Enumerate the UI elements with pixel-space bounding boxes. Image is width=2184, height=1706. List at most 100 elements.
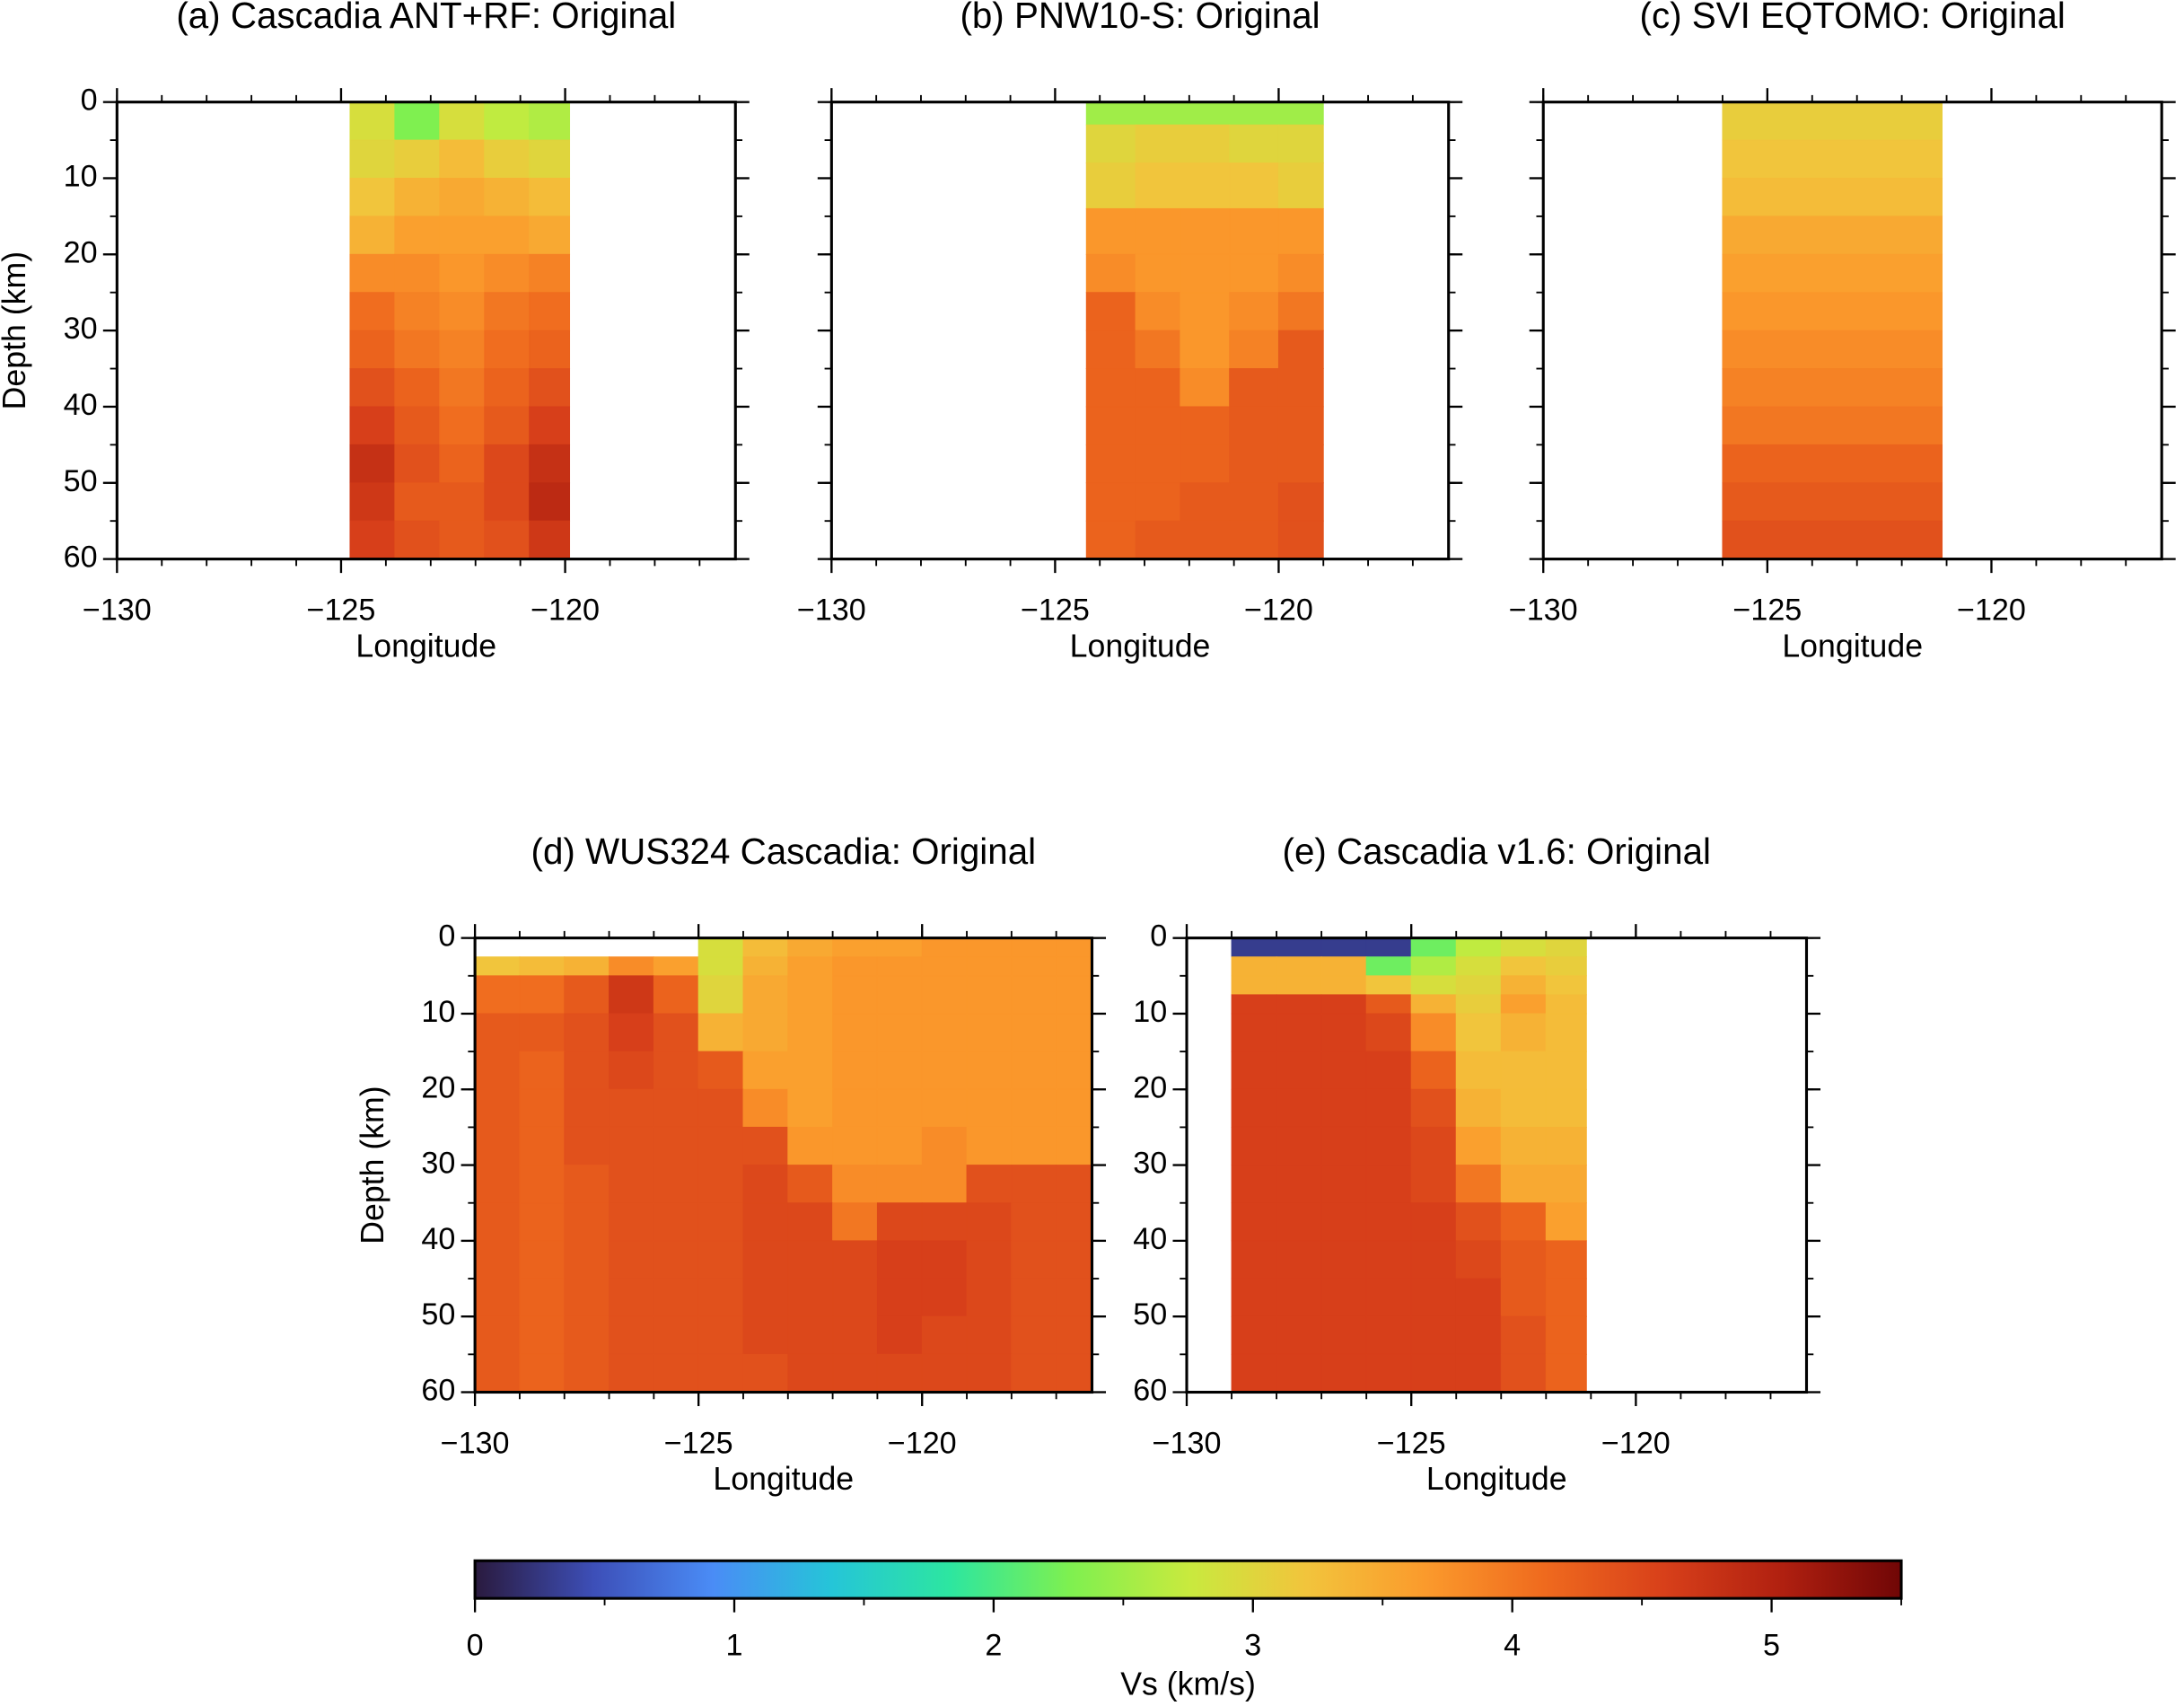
cell xyxy=(1500,1202,1547,1242)
cell xyxy=(1545,937,1587,958)
cell xyxy=(394,101,441,141)
cell xyxy=(1277,101,1324,126)
x-tick-label: 0 xyxy=(467,1628,484,1662)
cell xyxy=(484,368,531,408)
cell xyxy=(1229,444,1279,484)
cell xyxy=(1231,1202,1277,1242)
cell xyxy=(742,1315,789,1355)
cell xyxy=(519,1051,566,1090)
cell xyxy=(697,1126,744,1166)
cell xyxy=(609,1126,654,1166)
cell xyxy=(966,1240,1013,1280)
cell xyxy=(1085,520,1136,560)
cell xyxy=(609,1278,654,1317)
cell xyxy=(1410,1165,1457,1204)
y-tick-label: 20 xyxy=(64,235,98,269)
cell xyxy=(787,1088,834,1128)
cell xyxy=(1229,406,1279,445)
cell xyxy=(742,1202,789,1242)
cell xyxy=(697,1240,744,1280)
cell xyxy=(1011,1315,1057,1355)
cell xyxy=(1500,1353,1547,1393)
cell xyxy=(787,1013,834,1052)
cell xyxy=(1500,1165,1547,1204)
cell xyxy=(1722,482,1943,522)
cell xyxy=(1229,368,1279,408)
cell xyxy=(1231,994,1277,1015)
cell xyxy=(564,1165,610,1204)
cell xyxy=(876,956,923,977)
cell xyxy=(832,937,878,958)
cell xyxy=(1135,253,1181,294)
cell xyxy=(742,1088,789,1128)
cell xyxy=(787,1278,834,1317)
cell xyxy=(1722,101,1943,141)
cell xyxy=(1056,937,1092,958)
cell xyxy=(564,1353,610,1393)
cell xyxy=(697,937,744,958)
cell xyxy=(1320,1202,1367,1242)
cell xyxy=(1135,520,1181,560)
cell xyxy=(1135,330,1181,370)
cell xyxy=(653,975,699,1015)
x-tick-label: −130 xyxy=(83,594,152,628)
cell xyxy=(1085,124,1136,163)
cell xyxy=(1545,1202,1587,1242)
cell xyxy=(1276,1051,1322,1090)
cell xyxy=(1500,1240,1547,1280)
x-tick-label: −125 xyxy=(664,1426,733,1460)
x-axis-label: Longitude xyxy=(355,628,496,664)
cell xyxy=(394,139,441,179)
y-axis-label: Depth (km) xyxy=(0,251,32,409)
cell xyxy=(787,937,834,958)
cell xyxy=(1011,1051,1057,1090)
cell xyxy=(876,975,923,1015)
cell xyxy=(474,1088,521,1128)
cell xyxy=(1231,1126,1277,1166)
cell xyxy=(1455,956,1502,977)
cell xyxy=(1365,956,1412,977)
cell xyxy=(1277,292,1324,331)
cell xyxy=(394,253,441,294)
cell xyxy=(484,292,531,331)
cell xyxy=(1500,1315,1547,1355)
cell xyxy=(519,1278,566,1317)
cell xyxy=(1180,163,1231,209)
cell xyxy=(1011,1088,1057,1128)
y-tick-label: 50 xyxy=(421,1297,455,1332)
x-tick-label: −130 xyxy=(797,594,866,628)
cell xyxy=(653,1088,699,1128)
cell xyxy=(1722,330,1943,370)
cell xyxy=(1276,1088,1322,1128)
cell xyxy=(1056,1051,1092,1090)
cell xyxy=(1231,1278,1277,1317)
cell xyxy=(1011,1202,1057,1242)
cell xyxy=(1135,101,1181,126)
cell xyxy=(966,1202,1013,1242)
cell xyxy=(1545,1315,1587,1355)
cell xyxy=(787,1165,834,1204)
cell xyxy=(1180,406,1231,445)
x-tick-label: 4 xyxy=(1504,1628,1521,1662)
cell xyxy=(394,215,441,255)
x-tick-label: −120 xyxy=(531,594,600,628)
cell xyxy=(653,1126,699,1166)
cell xyxy=(1135,444,1181,484)
cell xyxy=(1229,482,1279,522)
x-tick-label: 2 xyxy=(985,1628,1002,1662)
colorbar: 0 1 2 3 4 5 Vs (km/s) xyxy=(467,1559,1903,1702)
cell xyxy=(1056,1165,1092,1204)
cell xyxy=(1320,1315,1367,1355)
cell xyxy=(1545,1165,1587,1204)
cell xyxy=(697,1278,744,1317)
cell xyxy=(742,1126,789,1166)
cell xyxy=(1365,1278,1412,1317)
cell xyxy=(564,956,610,977)
y-tick-label: 0 xyxy=(1150,919,1167,954)
cell xyxy=(1276,1353,1322,1393)
cell xyxy=(1180,330,1231,370)
cell xyxy=(921,1088,968,1128)
cell xyxy=(1410,1353,1457,1393)
cell xyxy=(742,1240,789,1280)
y-tick-label: 50 xyxy=(1133,1297,1167,1332)
